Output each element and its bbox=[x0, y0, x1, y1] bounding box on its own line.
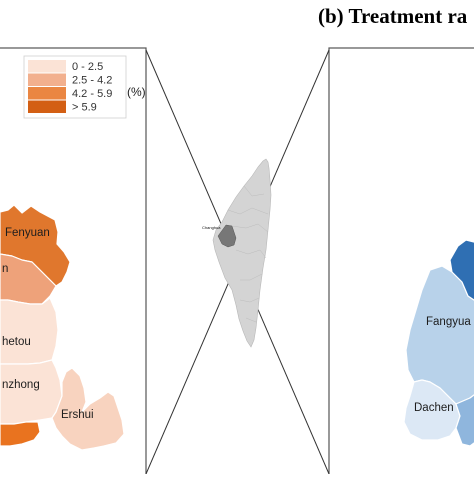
map-a bbox=[0, 204, 125, 451]
label-nzhong: nzhong bbox=[2, 379, 40, 391]
region-ershui bbox=[51, 367, 125, 451]
legend-unit: (%) bbox=[127, 85, 146, 99]
changhua-highlight bbox=[217, 224, 237, 248]
inset-city-label: Changhua bbox=[202, 225, 221, 230]
taiwan-inset: Changhua bbox=[202, 158, 272, 348]
legend-swatch bbox=[28, 60, 66, 73]
region-southwest bbox=[0, 421, 41, 447]
region-nzhong bbox=[0, 359, 63, 425]
legend-label: 2.5 - 4.2 bbox=[72, 75, 112, 87]
region-north-b bbox=[449, 239, 474, 301]
label-ershui: Ershui bbox=[61, 409, 94, 421]
legend-label: > 5.9 bbox=[72, 102, 97, 114]
legend-swatch bbox=[28, 100, 66, 113]
legend-label: 0 - 2.5 bbox=[72, 61, 103, 73]
panel-b-title: (b) Treatment ra bbox=[318, 4, 468, 28]
taiwan-island bbox=[212, 158, 272, 348]
legend-label: 4.2 - 5.9 bbox=[72, 88, 112, 100]
legend: 0 - 2.5 2.5 - 4.24.2 - 5.9 > 5.9 (%) bbox=[23, 55, 146, 119]
region-hetou bbox=[0, 297, 59, 365]
label-n: n bbox=[2, 263, 8, 275]
legend-swatch bbox=[28, 73, 66, 86]
region-dachen bbox=[403, 379, 461, 441]
label-fangyuan-b: Fangyua bbox=[426, 316, 471, 328]
map-b bbox=[403, 239, 474, 447]
region-east-b bbox=[455, 394, 474, 447]
legend-swatch bbox=[28, 87, 66, 100]
label-fenyuan: Fenyuan bbox=[5, 227, 50, 239]
map-a-labels: Fenyuan n hetou nzhong Ershui bbox=[2, 227, 94, 421]
label-dachen: Dachen bbox=[414, 402, 454, 414]
map-b-labels: Fangyua Dachen bbox=[414, 316, 471, 414]
label-hetou: hetou bbox=[2, 336, 31, 348]
county-borders bbox=[227, 185, 269, 323]
